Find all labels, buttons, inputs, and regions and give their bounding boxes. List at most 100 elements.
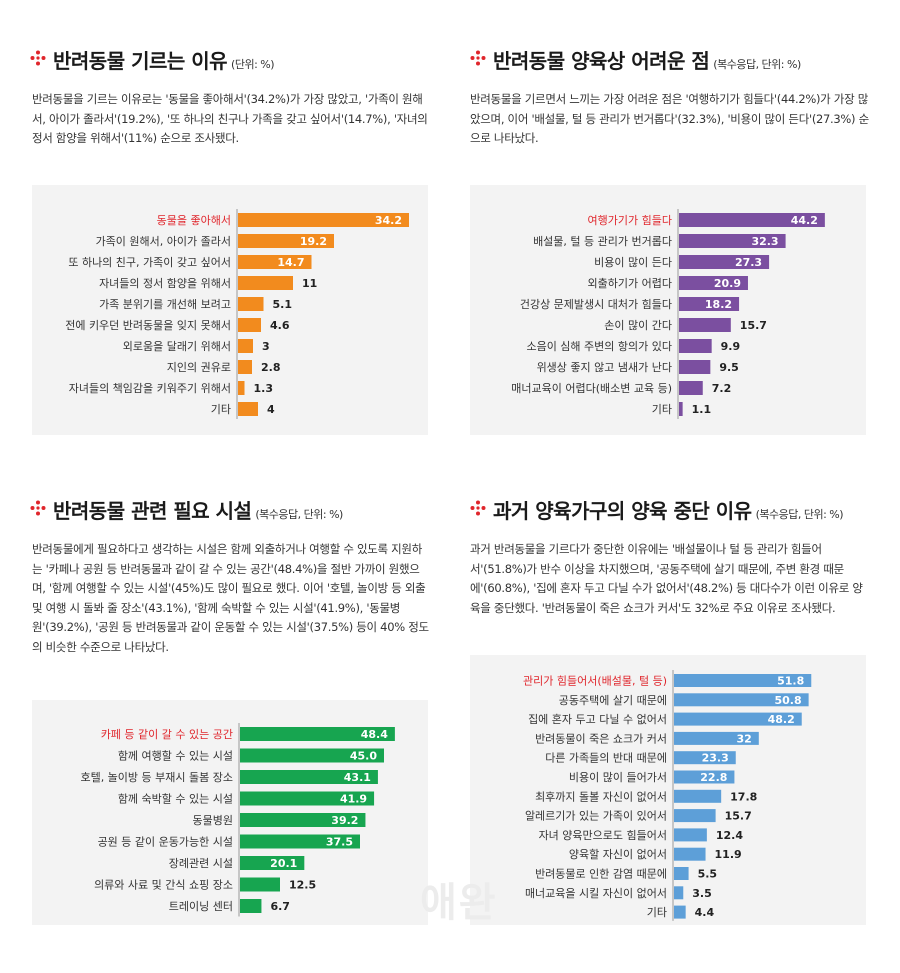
category-label: 배설물, 털 등 관리가 번거롭다 xyxy=(533,235,672,248)
bar xyxy=(240,727,395,741)
value-label: 15.7 xyxy=(725,810,752,823)
bar xyxy=(674,828,707,842)
category-label: 트레이닝 센터 xyxy=(169,900,233,913)
bar xyxy=(679,402,683,416)
category-label: 의류와 사료 및 간식 쇼핑 장소 xyxy=(94,879,233,892)
category-label: 최후까지 돌볼 자신이 없어서 xyxy=(535,790,667,803)
panel-unit: (복수응답, 단위: %) xyxy=(255,508,343,521)
bar xyxy=(240,748,384,763)
bar xyxy=(240,877,280,892)
category-label: 자녀들의 정서 함양을 위해서 xyxy=(99,276,231,290)
value-label: 19.2 xyxy=(300,235,327,248)
category-label: 기타 xyxy=(652,403,672,416)
bar xyxy=(679,276,748,290)
bar xyxy=(679,234,786,248)
bar-chart-stop-reasons: 관리가 힘들어서(배설물, 털 등) 51.8 공동주택에 살기 때문에 50.8 집에… xyxy=(523,670,812,921)
category-label: 외로움을 달래기 위해서 xyxy=(123,339,231,353)
value-label: 4 xyxy=(267,403,275,416)
value-label: 4.4 xyxy=(695,906,715,919)
bar xyxy=(238,381,245,395)
value-label: 11 xyxy=(302,277,317,290)
panel-unit: (복수응답, 단위: %) xyxy=(755,508,844,521)
value-label: 44.2 xyxy=(791,214,818,227)
value-label: 4.6 xyxy=(270,319,290,332)
category-label: 동물을 좋아해서 xyxy=(157,213,231,227)
bar xyxy=(240,770,378,784)
diamond-dots-icon xyxy=(470,500,486,516)
bar xyxy=(240,791,375,806)
bar xyxy=(674,809,716,823)
value-label: 9.9 xyxy=(721,340,741,353)
panel-title: 반려동물 기르는 이유 xyxy=(53,49,228,73)
diamond-dots-icon xyxy=(30,50,46,66)
category-label: 호텔, 놀이방 등 부재시 돌봄 장소 xyxy=(80,771,233,784)
category-label: 매너교육이 어렵다(배소변 교육 등) xyxy=(511,382,672,395)
chart-box: 동물을 좋아해서 34.2 가족이 원해서, 아이가 졸라서 19.2 또 하나의 친구… xyxy=(32,185,428,435)
value-label: 12.5 xyxy=(289,879,316,892)
category-label: 가족이 원해서, 아이가 졸라서 xyxy=(96,234,231,248)
category-label: 기타 xyxy=(647,906,667,919)
value-label: 32.3 xyxy=(751,235,778,248)
category-label: 외출하기가 어렵다 xyxy=(588,276,672,290)
bar xyxy=(240,856,305,870)
panel-description: 반려동물에게 필요하다고 생각하는 시설은 함께 외출하거나 여행할 수 있도록… xyxy=(32,542,429,654)
category-label: 전에 키우던 반려동물을 잊지 못해서 xyxy=(65,318,231,332)
category-label: 양육할 자신이 없어서 xyxy=(569,848,667,861)
value-label: 1.1 xyxy=(692,403,712,416)
category-label: 비용이 많이 들어가서 xyxy=(569,771,667,784)
bar xyxy=(679,255,770,269)
panel-description: 반려동물을 기르면서 느끼는 가장 어려운 점은 '여행하기가 힘들다'(44.… xyxy=(470,92,869,145)
value-label: 6.7 xyxy=(270,900,290,913)
category-label: 알레르기가 있는 가족이 있어서 xyxy=(525,809,667,823)
category-label: 공동주택에 살기 때문에 xyxy=(559,694,667,707)
category-label: 함께 숙박할 수 있는 시설 xyxy=(118,793,233,806)
value-label: 48.4 xyxy=(361,728,388,741)
value-label: 50.8 xyxy=(774,694,801,707)
value-label: 11.9 xyxy=(715,848,742,861)
bar-chart-needed-facilities: 카페 등 같이 갈 수 있는 공간 48.4 함께 여행할 수 있는 시설 45.0 호… xyxy=(80,723,395,917)
value-label: 48.2 xyxy=(768,713,795,726)
category-label: 소음이 심해 주변의 항의가 있다 xyxy=(526,339,672,353)
diamond-dots-icon xyxy=(470,50,486,66)
value-label: 20.1 xyxy=(270,857,297,870)
panel-unit: (복수응답, 단위: %) xyxy=(713,58,801,71)
category-label: 기타 xyxy=(211,403,231,416)
category-label: 지인의 권유로 xyxy=(167,361,231,374)
value-label: 32 xyxy=(736,732,751,745)
category-label: 공원 등 같이 운동가능한 시설 xyxy=(98,836,233,849)
panel-description: 반려동물을 기르는 이유로는 '동물을 좋아해서'(34.2%)가 가장 많았고… xyxy=(32,92,428,145)
category-label: 장례관련 시설 xyxy=(169,857,233,870)
bar xyxy=(674,674,812,687)
bar xyxy=(674,789,722,803)
bar-chart-raising-difficulties: 여행가기가 힘들다 44.2 배설물, 털 등 관리가 번거롭다 32.3 비용이 많이… xyxy=(511,209,825,419)
category-label: 자녀 양육만으로도 힘들어서 xyxy=(539,829,667,842)
value-label: 2.8 xyxy=(261,361,281,374)
category-label: 비용이 많이 든다 xyxy=(594,256,672,269)
bar xyxy=(238,318,261,332)
bar xyxy=(238,234,334,248)
bar xyxy=(679,213,825,227)
bar xyxy=(674,693,809,707)
bar xyxy=(679,339,712,353)
bar xyxy=(674,751,736,765)
value-label: 22.8 xyxy=(700,771,727,784)
panel-unit: (단위: %) xyxy=(231,58,275,71)
bar xyxy=(238,297,264,311)
category-label: 집에 혼자 두고 다닐 수 없어서 xyxy=(528,713,667,726)
value-label: 23.3 xyxy=(702,752,729,765)
bar xyxy=(238,255,312,269)
value-label: 45.0 xyxy=(350,750,377,763)
category-label: 다른 가족들의 반대 때문에 xyxy=(545,752,667,765)
bar xyxy=(240,899,262,913)
category-label: 손이 많이 간다 xyxy=(604,319,672,332)
diamond-dots-icon xyxy=(30,500,46,516)
category-label: 동물병원 xyxy=(193,814,233,827)
category-label: 건강상 문제발생시 대처가 힘들다 xyxy=(520,298,672,311)
value-label: 14.7 xyxy=(277,256,304,269)
value-label: 39.2 xyxy=(331,814,358,827)
bar xyxy=(240,834,360,849)
value-label: 17.8 xyxy=(730,790,757,803)
category-label: 자녀들의 책임감을 키워주기 위해서 xyxy=(69,381,231,395)
category-label: 반려동물이 죽은 쇼크가 커서 xyxy=(535,732,667,745)
bar xyxy=(238,402,258,416)
